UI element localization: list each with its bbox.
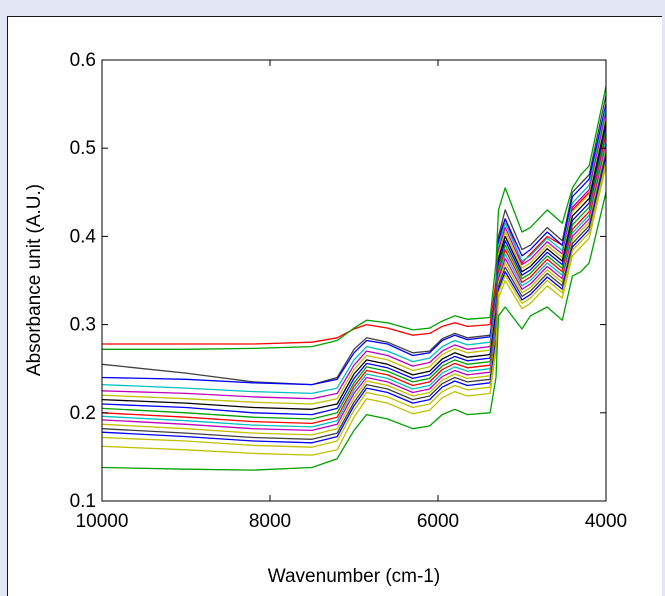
spectrum-line-4 <box>101 103 607 386</box>
x-tick-label: 6000 <box>417 511 459 532</box>
x-tick-label: 4000 <box>585 511 627 532</box>
y-tick-label: 0.5 <box>70 138 96 159</box>
spectrum-line-9 <box>101 125 607 416</box>
spectrum-line-16 <box>101 156 607 444</box>
spectrum-line-10 <box>101 130 607 420</box>
spectrum-line-19 <box>101 192 607 471</box>
y-tick-label: 0.3 <box>70 315 96 336</box>
x-tick-label: 10000 <box>76 511 129 532</box>
spectrum-line-14 <box>101 148 607 436</box>
spectrum-line-15 <box>101 152 607 440</box>
plot-area-border <box>101 59 607 502</box>
y-tick-label: 0.1 <box>70 491 96 512</box>
spectrum-line-2 <box>102 86 607 350</box>
spectrum-line-11 <box>101 134 607 425</box>
spectrum-line-17 <box>101 161 607 448</box>
y-tick-label: 0.6 <box>70 50 96 71</box>
x-axis-ticks: 10000 8000 6000 4000 <box>76 60 627 532</box>
spectrum-line-12 <box>101 139 607 428</box>
spectrum-line-6 <box>101 112 607 400</box>
spectrum-line-7 <box>101 117 607 405</box>
figure-panel: 10000 8000 6000 4000 0.1 0.2 0.3 0.4 0.5 0.6 Wav… <box>7 16 662 596</box>
y-axis-label: Absorbance unit (A.U.) <box>24 184 45 376</box>
y-tick-label: 0.4 <box>70 226 97 247</box>
spectrum-line-1 <box>102 130 607 345</box>
spectrum-line-18 <box>101 165 607 456</box>
spectrum-line-8 <box>101 121 607 410</box>
absorbance-chart: 10000 8000 6000 4000 0.1 0.2 0.3 0.4 0.5 0.6 Wav… <box>24 50 627 587</box>
spectrum-line-5 <box>101 108 607 395</box>
y-tick-label: 0.2 <box>70 403 96 424</box>
spectrum-line-13 <box>101 143 607 432</box>
spectrum-line-3 <box>101 95 607 386</box>
y-axis-ticks: 0.1 0.2 0.3 0.4 0.5 0.6 <box>70 50 606 512</box>
x-tick-label: 8000 <box>249 511 291 532</box>
x-axis-label: Wavenumber (cm-1) <box>268 566 440 587</box>
series-layer <box>101 86 607 471</box>
